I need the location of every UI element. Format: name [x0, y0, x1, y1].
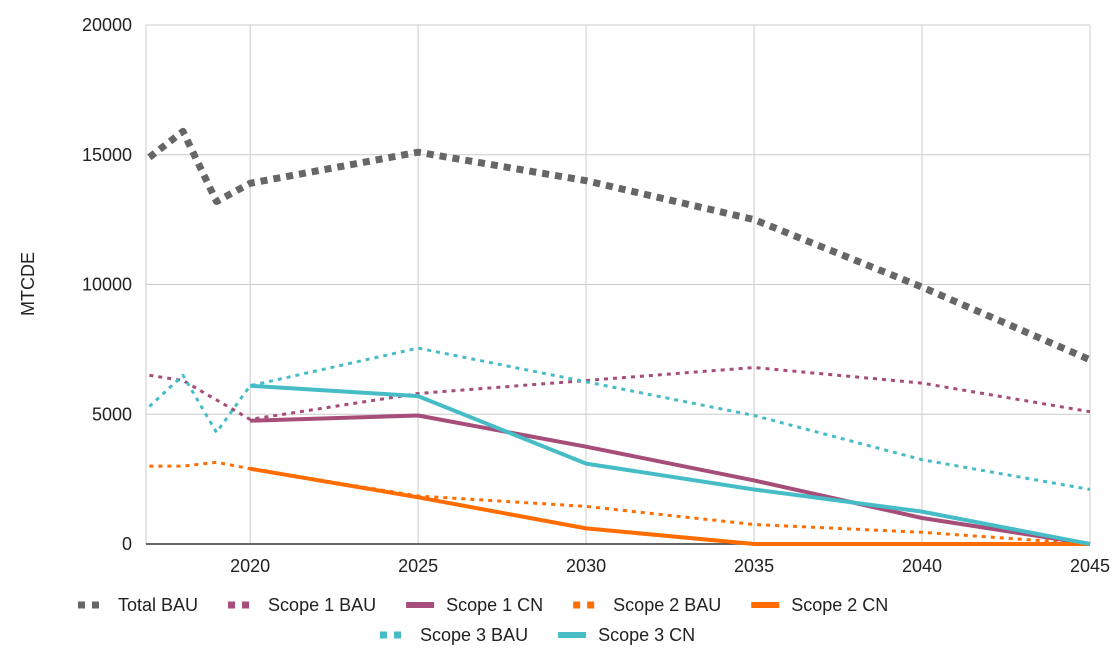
- x-tick-label: 2020: [230, 556, 270, 576]
- y-tick-label: 0: [122, 534, 132, 554]
- y-tick-label: 10000: [82, 275, 132, 295]
- x-tick-label: 2030: [566, 556, 606, 576]
- series-line-scope-2-cn: [249, 466, 1090, 546]
- legend-item: Scope 1 CN: [406, 595, 543, 615]
- y-tick-label: 20000: [82, 15, 132, 35]
- legend-item: Total BAU: [78, 595, 198, 615]
- y-axis-title: MTCDE: [18, 252, 38, 316]
- series-line-total-bau: [147, 127, 1092, 364]
- legend-item: Scope 2 BAU: [573, 595, 721, 615]
- legend-label: Scope 3 CN: [598, 625, 695, 645]
- series-line-scope-1-cn: [250, 413, 1091, 546]
- legend-item: Scope 3 BAU: [380, 625, 528, 645]
- legend-item: Scope 1 BAU: [228, 595, 376, 615]
- y-tick-label: 5000: [92, 404, 132, 424]
- tick-labels: 0 5000 10000 15000 20000 2020 2025 2030 2035 2040…: [82, 15, 1110, 576]
- x-tick-label: 2035: [734, 556, 774, 576]
- legend-label: Scope 1 CN: [446, 595, 543, 615]
- legend-label: Scope 2 CN: [791, 595, 888, 615]
- y-tick-label: 15000: [82, 145, 132, 165]
- x-tick-label: 2045: [1070, 556, 1110, 576]
- series-line-scope-1-bau: [149, 366, 1091, 421]
- legend-label: Scope 3 BAU: [420, 625, 528, 645]
- x-tick-label: 2040: [902, 556, 942, 576]
- legend-label: Scope 1 BAU: [268, 595, 376, 615]
- legend-label: Scope 2 BAU: [613, 595, 721, 615]
- legend: Total BAU Scope 1 BAU Scope 1 CN Scope 2 BA…: [78, 595, 888, 645]
- series-line-scope-3-cn: [249, 383, 1091, 546]
- series-lines: [147, 127, 1092, 546]
- legend-label: Total BAU: [118, 595, 198, 615]
- legend-item: Scope 3 CN: [558, 625, 695, 645]
- legend-item: Scope 2 CN: [751, 595, 888, 615]
- x-tick-label: 2025: [398, 556, 438, 576]
